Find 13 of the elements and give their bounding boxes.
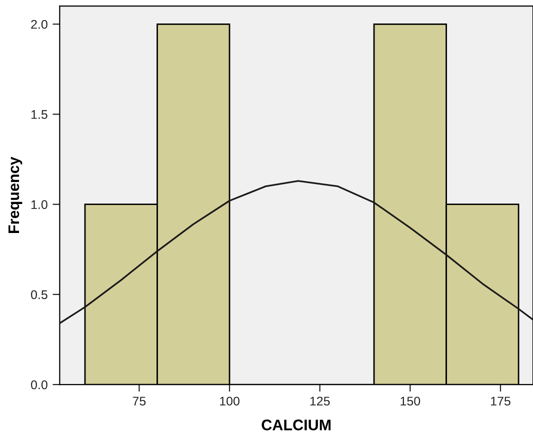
x-tick-label: 150 <box>400 396 420 406</box>
x-tick-label: 175 <box>491 396 510 406</box>
x-tick-label: 125 <box>310 396 330 406</box>
y-axis-title: Frequency <box>8 156 22 233</box>
y-tick-label: 0.0 <box>31 380 48 390</box>
x-tick-label: 75 <box>132 396 146 406</box>
line-series <box>60 180 533 324</box>
y-tick-label: 1.5 <box>31 110 48 119</box>
y-tick-label: 1.0 <box>31 200 48 209</box>
x-axis-title: CALCIUM <box>262 420 331 430</box>
y-tick-label: 2.0 <box>31 20 48 29</box>
y-tick-label: 0.5 <box>31 290 48 300</box>
x-tick-label: 100 <box>220 396 240 406</box>
